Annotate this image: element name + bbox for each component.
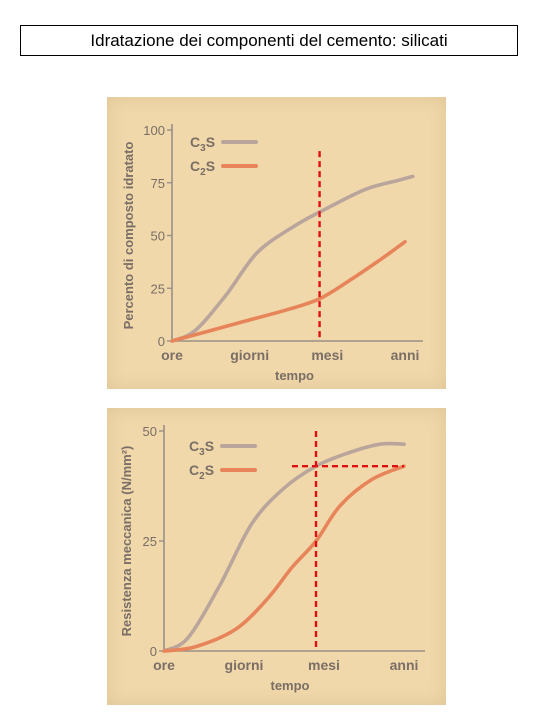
- x-tick-label: ore: [161, 347, 183, 363]
- x-tick-label: ore: [153, 657, 175, 673]
- x-axis-label: tempo: [275, 368, 314, 383]
- x-tick-label: anni: [391, 347, 420, 363]
- chart-panel-strength: 0 25 50 Resistenza meccanica (N/mm²) ore gior…: [107, 408, 446, 705]
- series-line: [170, 174, 415, 343]
- x-tick-label: mesi: [308, 657, 340, 673]
- y-tick-label: 75: [151, 176, 165, 191]
- hydration-chart: 0 25 50 75 100 Percento di composto idratato o…: [121, 123, 423, 383]
- legend-label: C2S: [190, 158, 215, 178]
- x-axis-label: tempo: [271, 678, 310, 693]
- x-tick-label: mesi: [311, 347, 343, 363]
- y-tick-label: 0: [158, 334, 165, 349]
- x-tick-label: giorni: [225, 657, 264, 673]
- legend-label: C3S: [189, 438, 214, 458]
- page-title: Idratazione dei componenti del cemento: …: [20, 25, 518, 56]
- x-tick-label: giorni: [230, 347, 269, 363]
- x-tick-label: anni: [390, 657, 419, 673]
- series-line: [170, 240, 407, 343]
- y-tick-label: 25: [143, 534, 157, 549]
- series-line: [162, 441, 406, 653]
- chart-panel-hydration: 0 25 50 75 100 Percento di composto idratato o…: [107, 97, 446, 389]
- y-tick-label: 50: [151, 229, 165, 244]
- y-tick-label: 100: [143, 123, 165, 138]
- y-tick-label: 50: [143, 424, 157, 439]
- y-axis-label: Percento di composto idratato: [121, 142, 136, 330]
- y-tick-label: 25: [151, 281, 165, 296]
- y-axis-label: Resistenza meccanica (N/mm²): [119, 446, 134, 637]
- y-tick-label: 0: [150, 644, 157, 659]
- legend-label: C2S: [189, 462, 214, 482]
- series-line: [162, 464, 406, 653]
- legend-label: C3S: [190, 134, 215, 154]
- strength-chart: 0 25 50 Resistenza meccanica (N/mm²) ore gior…: [119, 424, 425, 693]
